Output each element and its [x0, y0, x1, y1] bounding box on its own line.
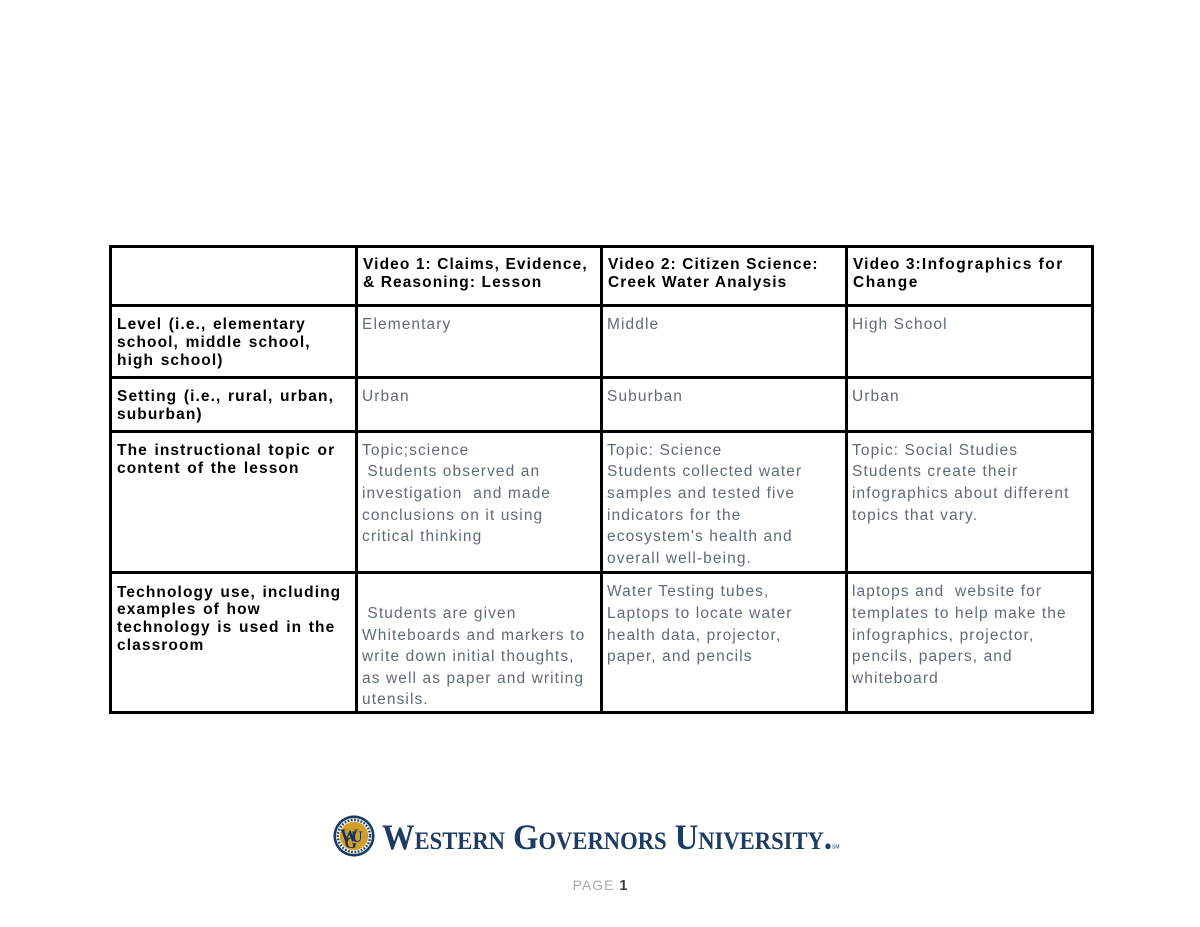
svg-text:W: W — [340, 826, 358, 846]
svg-text:U: U — [351, 829, 363, 846]
svg-text:Western Governors University.: Western Governors University. — [382, 819, 832, 857]
svg-text:SM: SM — [832, 844, 840, 850]
svg-text:G: G — [345, 835, 358, 852]
